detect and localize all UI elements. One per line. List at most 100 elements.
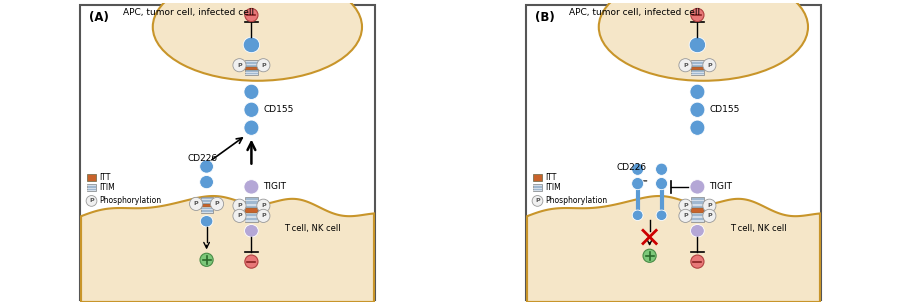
- Text: P: P: [535, 199, 540, 203]
- Ellipse shape: [690, 180, 705, 194]
- Ellipse shape: [244, 102, 259, 117]
- Text: P: P: [707, 203, 712, 208]
- Bar: [201, 204, 213, 205]
- Text: P: P: [683, 203, 687, 208]
- Text: P: P: [707, 214, 712, 218]
- Text: ITIM: ITIM: [546, 183, 561, 192]
- Ellipse shape: [244, 224, 259, 237]
- Bar: [201, 212, 213, 213]
- Bar: [87, 185, 96, 186]
- Ellipse shape: [690, 102, 705, 117]
- Bar: [245, 72, 258, 73]
- Circle shape: [678, 59, 692, 72]
- Text: CD155: CD155: [264, 105, 295, 114]
- Text: P: P: [683, 63, 687, 68]
- Text: T cell, NK cell: T cell, NK cell: [285, 224, 341, 233]
- Bar: [245, 60, 258, 75]
- Ellipse shape: [690, 120, 705, 135]
- Bar: [245, 66, 258, 70]
- Text: Phosphorylation: Phosphorylation: [546, 196, 607, 206]
- Text: P: P: [261, 63, 266, 68]
- Ellipse shape: [690, 224, 705, 237]
- Circle shape: [232, 59, 246, 72]
- Ellipse shape: [599, 0, 808, 81]
- Ellipse shape: [200, 160, 214, 173]
- Bar: [201, 207, 213, 208]
- Bar: [245, 204, 258, 206]
- Text: APC, tumor cell, infected cell: APC, tumor cell, infected cell: [123, 8, 254, 16]
- Bar: [533, 184, 542, 191]
- Ellipse shape: [244, 120, 259, 135]
- Bar: [245, 208, 258, 210]
- Bar: [201, 199, 213, 200]
- Text: P: P: [194, 201, 198, 206]
- Bar: [245, 69, 258, 70]
- Text: P: P: [683, 214, 687, 218]
- Bar: [691, 216, 704, 218]
- Ellipse shape: [690, 84, 705, 99]
- Bar: [87, 188, 96, 189]
- Ellipse shape: [656, 210, 667, 221]
- Bar: [533, 187, 542, 188]
- Ellipse shape: [244, 84, 259, 99]
- Text: Phosphorylation: Phosphorylation: [100, 196, 161, 206]
- Circle shape: [703, 209, 716, 222]
- Text: P: P: [237, 63, 241, 68]
- Bar: [533, 185, 542, 186]
- Circle shape: [232, 209, 246, 222]
- Ellipse shape: [243, 37, 259, 53]
- Bar: [87, 190, 96, 191]
- Circle shape: [86, 196, 97, 206]
- Text: P: P: [261, 214, 266, 218]
- Ellipse shape: [689, 37, 705, 53]
- Bar: [245, 66, 258, 68]
- Circle shape: [643, 249, 656, 262]
- Bar: [87, 187, 96, 188]
- Circle shape: [232, 199, 246, 212]
- Circle shape: [678, 199, 692, 212]
- Bar: [691, 64, 704, 65]
- Text: P: P: [214, 201, 219, 206]
- Ellipse shape: [632, 163, 643, 175]
- Text: CD226: CD226: [187, 154, 217, 163]
- Text: P: P: [89, 199, 94, 203]
- Bar: [201, 197, 213, 213]
- Ellipse shape: [200, 216, 213, 227]
- Ellipse shape: [200, 175, 214, 189]
- Circle shape: [211, 197, 223, 210]
- Bar: [691, 72, 704, 73]
- Bar: [245, 64, 258, 65]
- Bar: [691, 66, 704, 70]
- Bar: [691, 69, 704, 70]
- Bar: [245, 61, 258, 63]
- Bar: [533, 188, 542, 189]
- Ellipse shape: [632, 178, 643, 190]
- Bar: [245, 74, 258, 75]
- Bar: [245, 208, 258, 213]
- Bar: [201, 204, 213, 207]
- Text: P: P: [237, 203, 241, 208]
- Ellipse shape: [656, 178, 668, 190]
- Text: P: P: [237, 214, 241, 218]
- Polygon shape: [81, 196, 374, 302]
- Bar: [691, 66, 704, 68]
- Text: T cell, NK cell: T cell, NK cell: [731, 224, 787, 233]
- Bar: [691, 60, 704, 75]
- Circle shape: [678, 209, 692, 222]
- Circle shape: [189, 197, 203, 210]
- Circle shape: [703, 59, 716, 72]
- FancyBboxPatch shape: [525, 5, 822, 300]
- Text: TIGIT: TIGIT: [709, 182, 732, 191]
- Ellipse shape: [153, 0, 362, 81]
- Circle shape: [245, 255, 258, 268]
- Ellipse shape: [244, 180, 259, 194]
- Bar: [245, 200, 258, 201]
- Bar: [245, 212, 258, 214]
- Text: APC, tumor cell, infected cell: APC, tumor cell, infected cell: [569, 8, 700, 16]
- Bar: [533, 190, 542, 191]
- Bar: [201, 202, 213, 203]
- Circle shape: [257, 199, 270, 212]
- Bar: [87, 174, 96, 181]
- Bar: [691, 208, 704, 210]
- Bar: [201, 209, 213, 210]
